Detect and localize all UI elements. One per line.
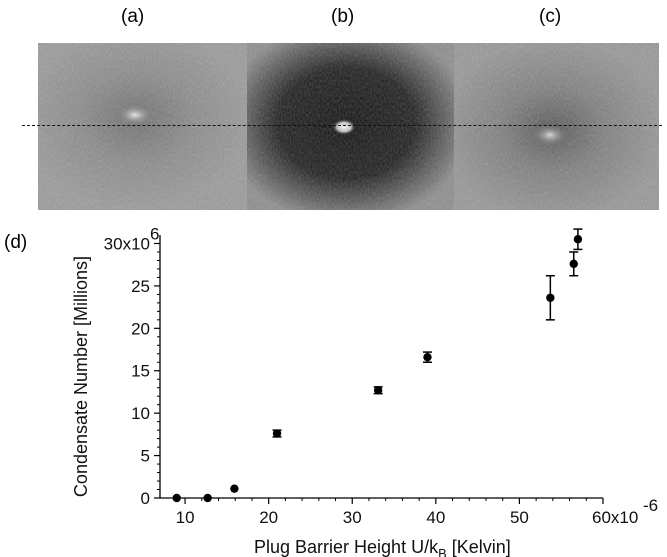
data-point [423, 352, 432, 362]
data-point [172, 493, 181, 503]
x-axis-title-main: Plug Barrier Height U/k [254, 537, 439, 557]
x-axis-title-subscript: B [438, 546, 447, 557]
x-axis-title-unit: [Kelvin] [447, 537, 511, 557]
x-axis-title: Plug Barrier Height U/kB [Kelvin] [254, 537, 511, 557]
data-point [373, 386, 383, 395]
x-tick-label: 20 [259, 508, 278, 527]
x-tick-label: 30 [343, 508, 362, 527]
data-point [546, 293, 555, 302]
chart-marks [172, 228, 583, 503]
y-tick-label: 0 [141, 489, 150, 508]
y-tick-label: 5 [141, 447, 150, 466]
absorption-image-c [454, 43, 659, 210]
data-point [272, 429, 282, 438]
x-tick-exponent: -6 [643, 496, 658, 515]
data-point [569, 259, 578, 269]
y-tick-label: 25 [131, 277, 150, 296]
y-tick-label: 10 [131, 404, 150, 423]
panel-label-b: (b) [331, 6, 355, 27]
panel-label-a: (a) [121, 6, 145, 27]
data-point [573, 235, 583, 244]
data-point [230, 484, 239, 493]
y-tick-exponent: 6 [150, 224, 159, 243]
panel-label-c: (c) [539, 6, 562, 27]
absorption-image-a [38, 43, 247, 210]
x-tick-label: 40 [426, 508, 445, 527]
dashed-cut-line [22, 125, 662, 126]
y-tick-label: 30x10 [104, 234, 150, 253]
x-tick-label: 50 [510, 508, 529, 527]
x-tick-label: 10 [176, 508, 195, 527]
y-axis-title: Condensate Number [Millions] [71, 256, 91, 497]
x-tick-label: 60x10 [592, 508, 638, 527]
y-tick-label: 20 [131, 319, 150, 338]
y-tick-label: 15 [131, 362, 150, 381]
panel-label-d: (d) [4, 232, 28, 253]
absorption-image-b [247, 43, 454, 210]
data-point [203, 493, 212, 503]
